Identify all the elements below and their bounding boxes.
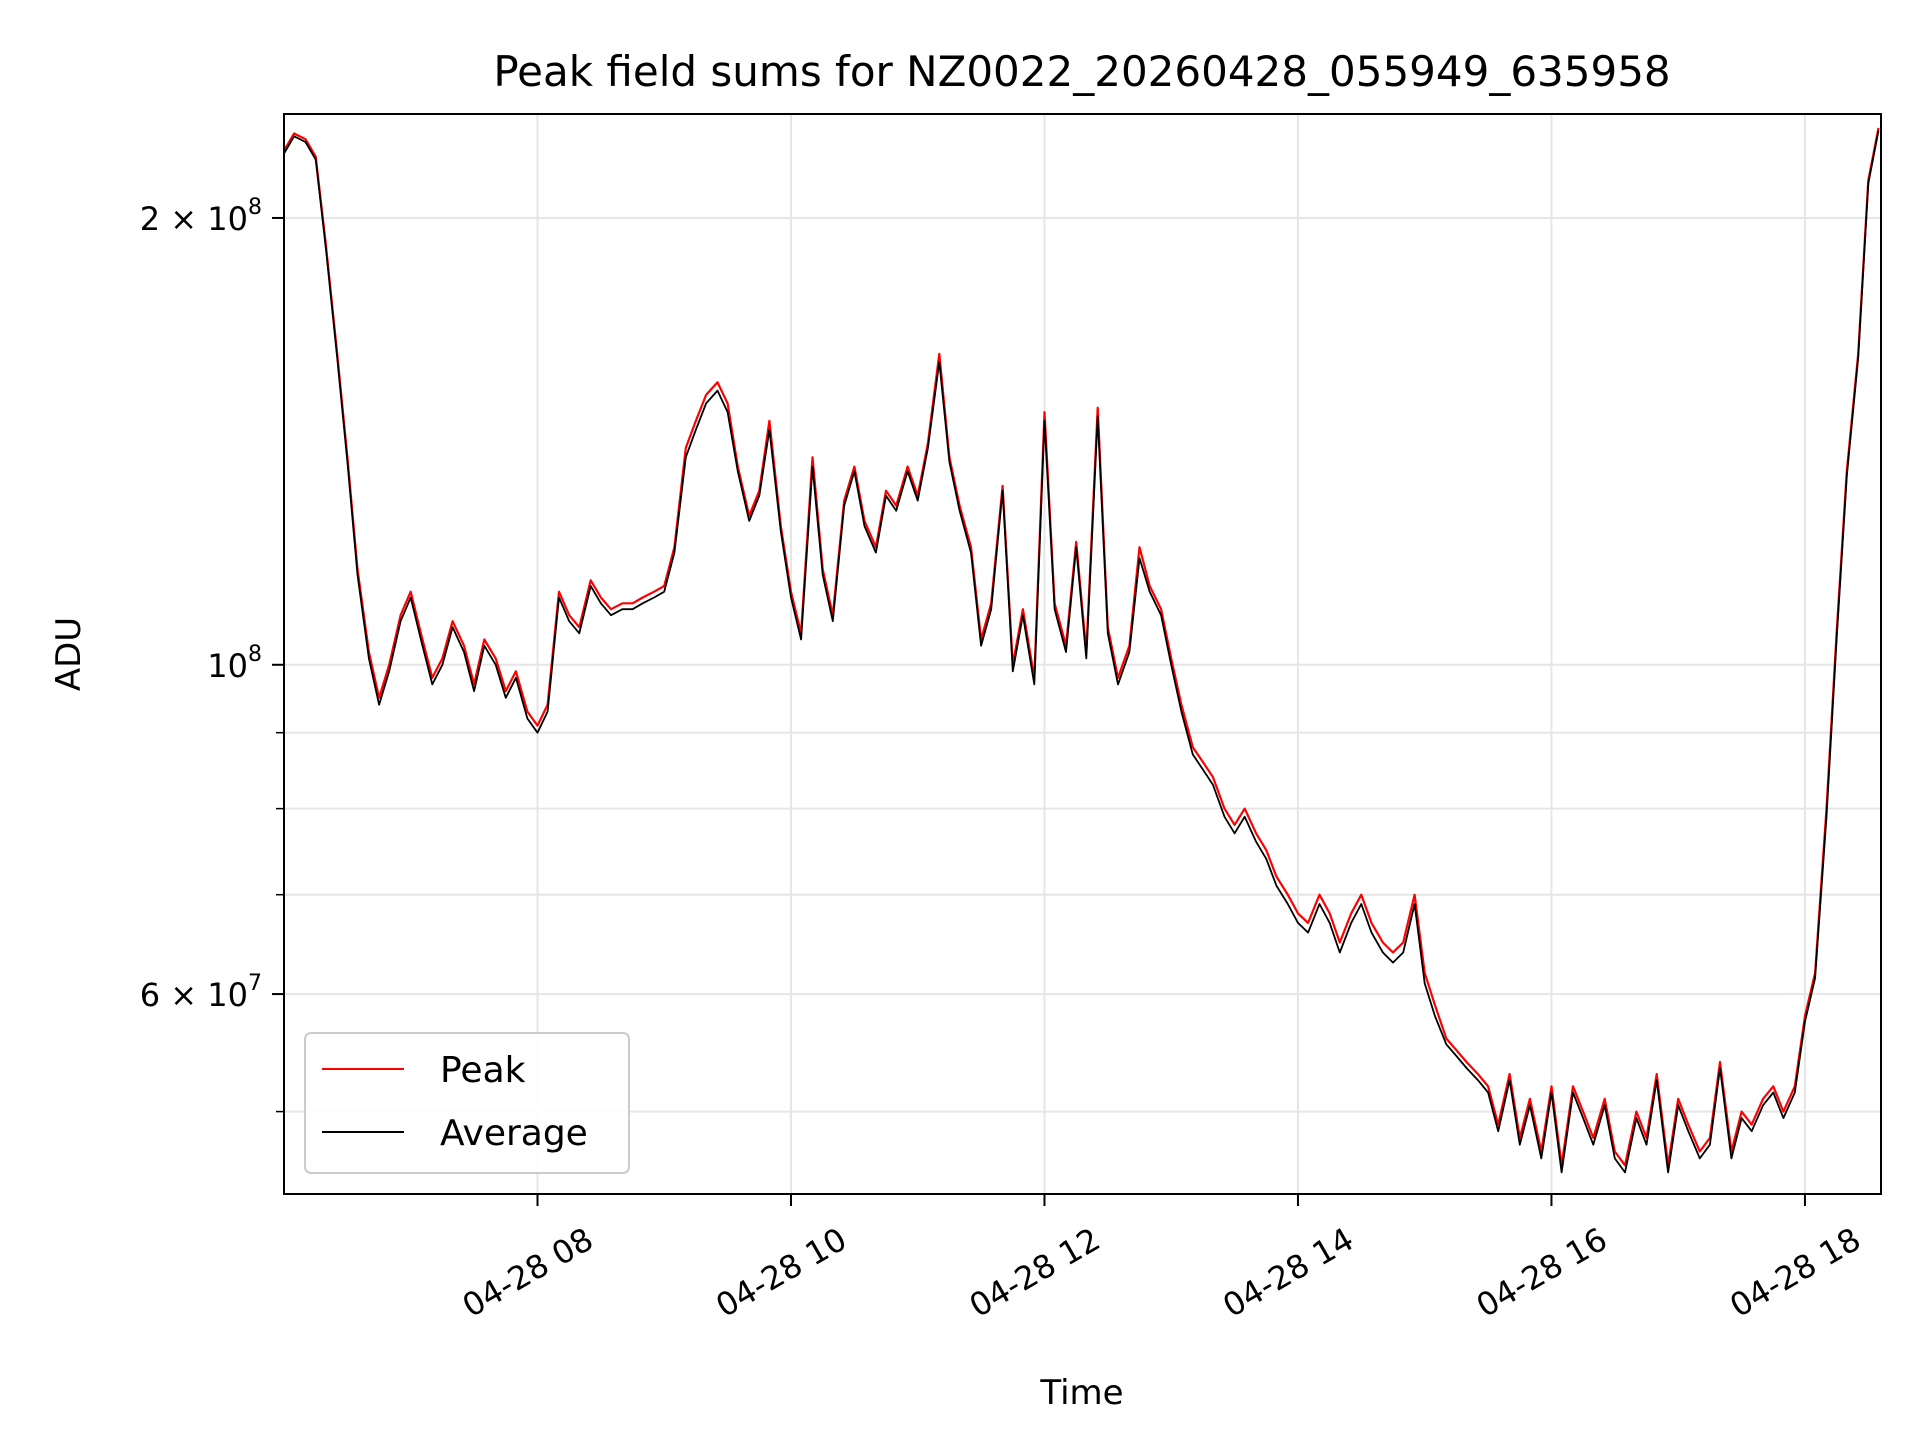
chart-title: Peak field sums for NZ0022_20260428_0559… xyxy=(493,47,1670,96)
legend: Peak Average xyxy=(304,1032,630,1174)
y-tick-label: 108 xyxy=(207,642,262,685)
x-axis-label: Time xyxy=(1039,1373,1123,1413)
legend-label-average: Average xyxy=(440,1113,588,1154)
y-axis-label: ADU xyxy=(49,617,89,691)
grid xyxy=(284,114,1881,1194)
plot-frame xyxy=(283,113,1882,1195)
y-ticks: 2 × 108 108 6 × 107 xyxy=(140,195,284,1113)
series-line-average xyxy=(283,130,1880,1174)
y-tick-label: 6 × 107 xyxy=(140,971,262,1014)
legend-label-peak: Peak xyxy=(440,1050,526,1091)
plot-lines xyxy=(283,127,1880,1174)
y-tick-label: 2 × 108 xyxy=(140,195,262,238)
